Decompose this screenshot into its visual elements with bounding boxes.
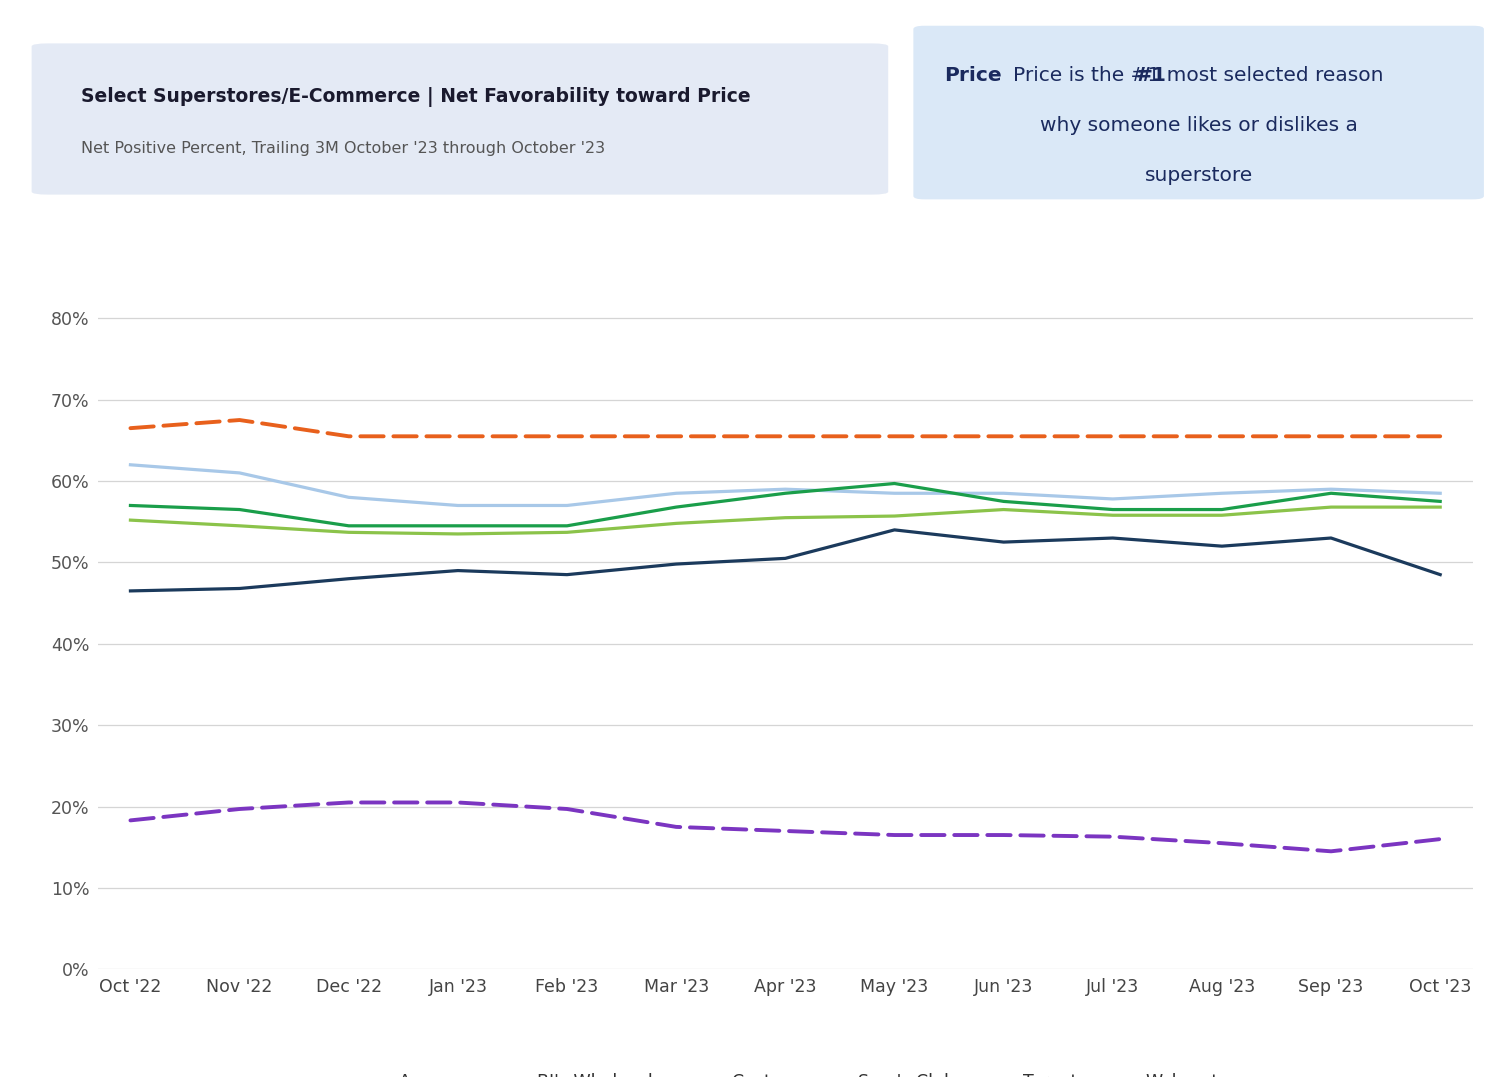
Text: Net Positive Percent, Trailing 3M October '23 through October '23: Net Positive Percent, Trailing 3M Octobe… <box>81 141 606 156</box>
Text: Select Superstores/E-Commerce | Net Favorability toward Price: Select Superstores/E-Commerce | Net Favo… <box>81 87 750 107</box>
FancyBboxPatch shape <box>914 26 1483 199</box>
Text: #1: #1 <box>1135 66 1166 85</box>
Text: Price is the #1 most selected reason: Price is the #1 most selected reason <box>1013 66 1384 85</box>
Text: superstore: superstore <box>1144 166 1254 185</box>
Text: Price: Price <box>944 66 1001 85</box>
FancyBboxPatch shape <box>32 43 888 195</box>
Legend: Amazon, BJ's Wholesale, Costco, Sam's Club, Target, Walmart: Amazon, BJ's Wholesale, Costco, Sam's Cl… <box>346 1066 1225 1077</box>
Text: why someone likes or dislikes a: why someone likes or dislikes a <box>1040 116 1357 135</box>
